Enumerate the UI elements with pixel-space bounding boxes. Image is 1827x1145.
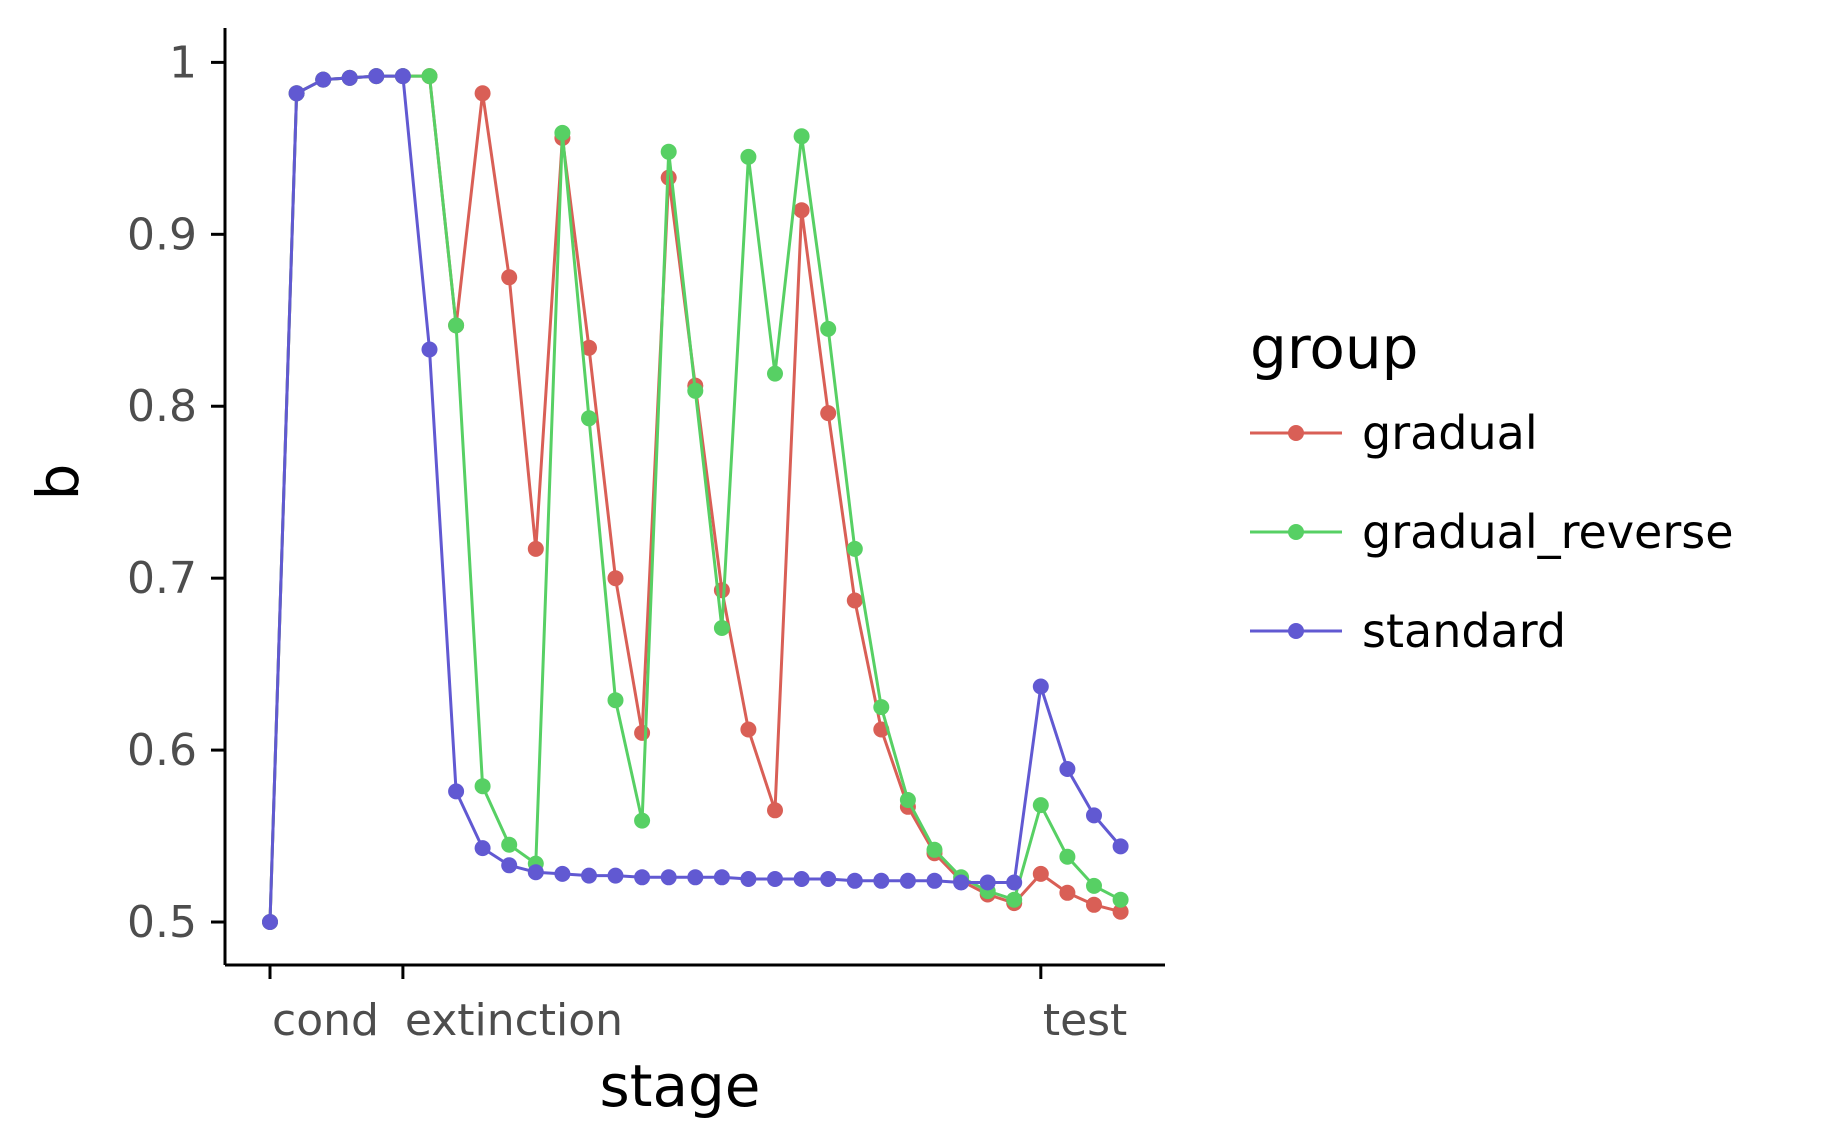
data-point-standard: [1112, 838, 1129, 855]
x-tick-label: test: [1043, 995, 1128, 1046]
y-tick-label: 0.8: [127, 381, 197, 432]
data-point-gradual_reverse: [501, 836, 518, 853]
data-point-gradual_reverse: [554, 124, 571, 141]
data-point-standard: [979, 874, 996, 891]
data-point-gradual_reverse: [767, 365, 783, 382]
legend-title: group: [1250, 314, 1418, 382]
data-point-standard: [421, 341, 438, 358]
y-axis-title: b: [24, 464, 92, 501]
data-point-gradual_reverse: [607, 692, 624, 709]
data-point-standard: [341, 69, 358, 86]
data-point-standard: [315, 71, 332, 88]
data-point-gradual_reverse: [926, 841, 943, 858]
data-point-standard: [793, 871, 810, 887]
data-point-standard: [740, 871, 757, 887]
data-point-gradual_reverse: [1086, 877, 1102, 894]
data-point-standard: [581, 867, 597, 884]
data-point-gradual: [607, 570, 624, 587]
data-point-gradual: [793, 202, 810, 219]
data-point-gradual_reverse: [474, 778, 491, 795]
data-point-standard: [262, 914, 278, 930]
series-layer: [262, 68, 1129, 930]
x-tick-label: extinction: [405, 995, 623, 1046]
data-point-standard: [501, 857, 518, 874]
data-point-gradual_reverse: [1006, 891, 1023, 908]
data-point-standard: [873, 872, 890, 889]
series-line-standard: [268, 74, 1122, 923]
data-point-gradual: [767, 802, 783, 819]
data-point-standard: [687, 869, 704, 886]
data-point-gradual: [820, 405, 837, 422]
data-point-gradual_reverse: [421, 68, 438, 85]
data-point-gradual: [527, 540, 544, 557]
series-line-gradual: [268, 74, 1121, 923]
data-point-standard: [288, 85, 305, 102]
data-point-gradual_reverse: [899, 792, 916, 808]
data-point-gradual: [740, 721, 757, 738]
data-point-gradual: [1086, 896, 1102, 913]
data-point-gradual_reverse: [1032, 797, 1049, 814]
data-point-standard: [394, 68, 411, 85]
data-point-gradual_reverse: [581, 410, 597, 427]
axes-layer: 0.5 0.6 0.7 0.8 0.9 1 cond extinction test: [127, 28, 1165, 1046]
data-point-standard: [607, 867, 624, 884]
legend-key-point: [1288, 425, 1304, 441]
data-point-gradual_reverse: [713, 620, 730, 636]
data-point-gradual: [1059, 884, 1076, 901]
legend-key-point: [1288, 524, 1304, 540]
data-point-gradual_reverse: [846, 540, 863, 557]
data-point-gradual_reverse: [793, 128, 810, 145]
data-point-standard: [899, 872, 916, 889]
data-point-gradual_reverse: [873, 699, 890, 716]
data-point-gradual: [474, 85, 491, 102]
data-point-gradual_reverse: [1059, 848, 1076, 865]
data-point-gradual_reverse: [660, 143, 677, 160]
data-point-standard: [1006, 874, 1023, 891]
data-point-gradual_reverse: [820, 320, 837, 337]
data-point-standard: [1032, 678, 1049, 695]
y-tick-label: 0.9: [127, 209, 197, 260]
data-point-gradual_reverse: [740, 148, 757, 165]
data-point-standard: [554, 865, 571, 882]
y-tick-label: 0.7: [127, 553, 197, 604]
y-tick-label: 0.6: [127, 725, 197, 776]
data-point-standard: [767, 871, 783, 887]
x-axis-title: stage: [599, 1052, 760, 1120]
data-point-gradual_reverse: [448, 317, 465, 334]
data-point-standard: [527, 864, 544, 881]
data-point-standard: [1059, 761, 1076, 777]
data-point-gradual_reverse: [634, 812, 651, 829]
data-point-standard: [926, 872, 943, 889]
data-point-standard: [713, 869, 730, 886]
data-point-gradual: [634, 724, 651, 741]
series-line-gradual_reverse: [268, 74, 1122, 923]
data-point-gradual: [846, 592, 863, 609]
data-point-standard: [474, 840, 491, 857]
legend-label: standard: [1362, 604, 1566, 658]
data-point-standard: [820, 871, 837, 887]
data-point-gradual: [501, 269, 518, 286]
data-point-standard: [660, 869, 677, 886]
x-tick-label: cond: [272, 995, 379, 1046]
data-point-gradual_reverse: [1112, 891, 1129, 908]
legend-label: gradual_reverse: [1362, 505, 1734, 559]
data-point-gradual: [581, 339, 597, 356]
data-point-standard: [368, 68, 385, 85]
legend: group gradual gradual_reverse standard: [1250, 314, 1734, 658]
legend-label: gradual: [1362, 406, 1538, 460]
data-point-gradual_reverse: [687, 382, 704, 399]
y-tick-label: 0.5: [127, 897, 197, 948]
y-tick-label: 1: [169, 37, 197, 88]
data-point-standard: [448, 783, 465, 800]
data-point-standard: [1086, 807, 1102, 824]
data-point-standard: [634, 869, 651, 886]
legend-key-point: [1288, 623, 1304, 639]
data-point-gradual: [1032, 865, 1049, 882]
data-point-gradual: [1112, 903, 1129, 920]
data-point-standard: [846, 872, 863, 889]
data-point-standard: [953, 874, 970, 891]
